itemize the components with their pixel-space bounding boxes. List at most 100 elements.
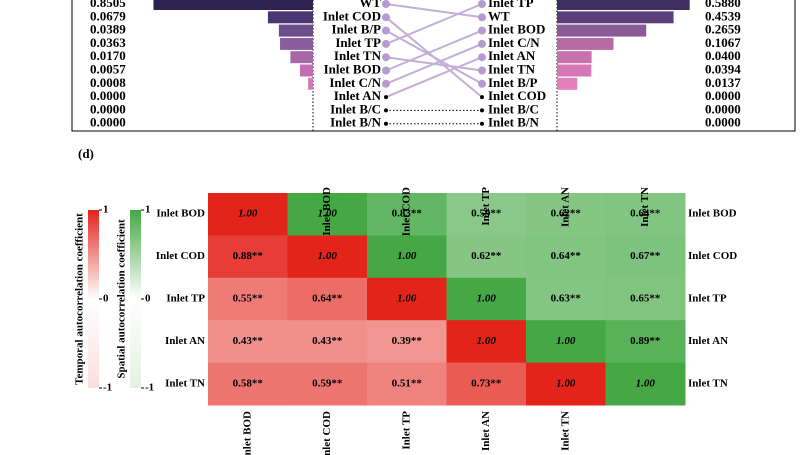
value-label: 0.0389 xyxy=(90,22,126,37)
cell-label: 0.83** xyxy=(392,208,423,220)
category-label: Inlet BOD xyxy=(324,61,381,76)
cell-label: 0.59** xyxy=(471,208,502,220)
category-label: Inlet TN xyxy=(488,61,536,76)
node xyxy=(384,95,388,100)
row-label: Inlet BOD xyxy=(688,208,737,220)
heatmap-cell xyxy=(605,277,686,321)
heatmap-cell xyxy=(208,235,288,279)
cell-label: 0.65** xyxy=(630,293,661,305)
node xyxy=(478,13,486,22)
category-label: Inlet AN xyxy=(334,88,382,103)
heatmap-cell xyxy=(526,362,606,406)
heatmap-cell xyxy=(446,235,527,279)
category-label: Inlet B/C xyxy=(330,101,381,116)
cell-label: 1.00 xyxy=(477,335,497,347)
colorbar xyxy=(88,210,99,388)
cell-label: 0.62** xyxy=(551,208,582,220)
node xyxy=(480,108,484,113)
heatmap-cell xyxy=(287,320,368,364)
cell-label: 1.00 xyxy=(318,250,338,262)
cell-label: 1.00 xyxy=(636,377,656,389)
heatmap-cell xyxy=(605,320,686,364)
cell-label: 0.67** xyxy=(630,250,661,262)
value-label: 0.4539 xyxy=(705,8,741,23)
bar xyxy=(557,11,674,24)
node xyxy=(382,26,390,35)
node xyxy=(382,39,390,48)
heatmap-cell xyxy=(208,277,288,321)
node xyxy=(382,53,390,62)
node xyxy=(478,39,486,48)
column-label: Inlet TP xyxy=(400,411,412,450)
value-label: 0.0000 xyxy=(705,88,741,103)
value-label: 0.8505 xyxy=(90,0,126,10)
link xyxy=(385,42,483,85)
cell-label: 0.64** xyxy=(312,293,343,305)
node xyxy=(480,121,484,126)
heatmap-cell xyxy=(367,277,447,321)
cell-label: 0.62** xyxy=(471,250,502,262)
bar xyxy=(557,77,578,90)
cell-label: 1.00 xyxy=(397,293,417,305)
column-label: Inlet BOD xyxy=(321,187,333,236)
category-label: Inlet COD xyxy=(323,8,381,23)
heatmap-cell xyxy=(526,277,606,321)
panel-frame xyxy=(71,0,796,132)
category-label: Inlet B/P xyxy=(332,22,382,37)
heatmap-cell xyxy=(446,320,527,364)
heatmap-cell xyxy=(208,320,288,364)
cell-label: 1.00 xyxy=(397,250,417,262)
cell-label: 0.89** xyxy=(630,335,661,347)
category-label: Inlet C/N xyxy=(488,35,540,50)
value-label: 0.1067 xyxy=(705,35,741,50)
heatmap-cell xyxy=(287,235,368,279)
bar xyxy=(153,0,313,10)
cell-label: 1.00 xyxy=(238,208,258,220)
heatmap-cell xyxy=(367,235,447,279)
column-label: Inlet TN xyxy=(559,411,571,451)
cell-label: 1.00 xyxy=(556,377,576,389)
value-label: 0.0363 xyxy=(90,35,126,50)
value-label: 0.0679 xyxy=(90,8,126,23)
heatmap-cell xyxy=(526,320,606,364)
column-label: Inlet TN xyxy=(639,187,651,227)
category-label: Inlet BOD xyxy=(488,22,545,37)
value-label: 0.0137 xyxy=(705,75,741,90)
value-label: 0.0000 xyxy=(90,115,126,130)
colorbar-tick-label: 1 xyxy=(145,204,151,216)
category-label: Inlet COD xyxy=(488,88,546,103)
heatmap-cell xyxy=(287,277,368,321)
node xyxy=(382,66,390,75)
bar xyxy=(290,51,313,64)
colorbar-tick-label: 0 xyxy=(145,293,151,305)
colorbar-title: Spatial autocorrelation coefficient xyxy=(116,219,128,379)
heatmap-cell xyxy=(287,362,368,406)
category-label: Inlet TP xyxy=(335,35,381,50)
cell-label: 0.43** xyxy=(233,335,264,347)
heatmap-cell xyxy=(605,235,686,279)
bar xyxy=(557,64,592,77)
value-label: 0.0400 xyxy=(705,48,741,63)
category-label: Inlet B/C xyxy=(488,101,539,116)
heatmap-cell xyxy=(367,193,447,236)
category-label: Inlet C/N xyxy=(329,75,381,90)
heatmap-cell xyxy=(367,362,447,406)
bar xyxy=(280,37,313,50)
colorbar-tick-label: 0 xyxy=(103,293,109,305)
cell-label: 0.39** xyxy=(392,335,423,347)
node xyxy=(382,79,390,88)
heatmap-cell xyxy=(287,193,368,236)
heatmap-cell xyxy=(446,277,527,321)
link xyxy=(385,29,483,85)
row-label: Inlet COD xyxy=(156,250,205,262)
cell-label: 0.73** xyxy=(471,377,502,389)
heatmap-cell xyxy=(526,235,606,279)
value-label: 0.0057 xyxy=(90,61,126,76)
heatmap-cell xyxy=(526,193,606,236)
node xyxy=(478,26,486,35)
value-label: 0.0008 xyxy=(90,75,126,90)
cell-label: 1.00 xyxy=(477,293,497,305)
node xyxy=(478,53,486,62)
